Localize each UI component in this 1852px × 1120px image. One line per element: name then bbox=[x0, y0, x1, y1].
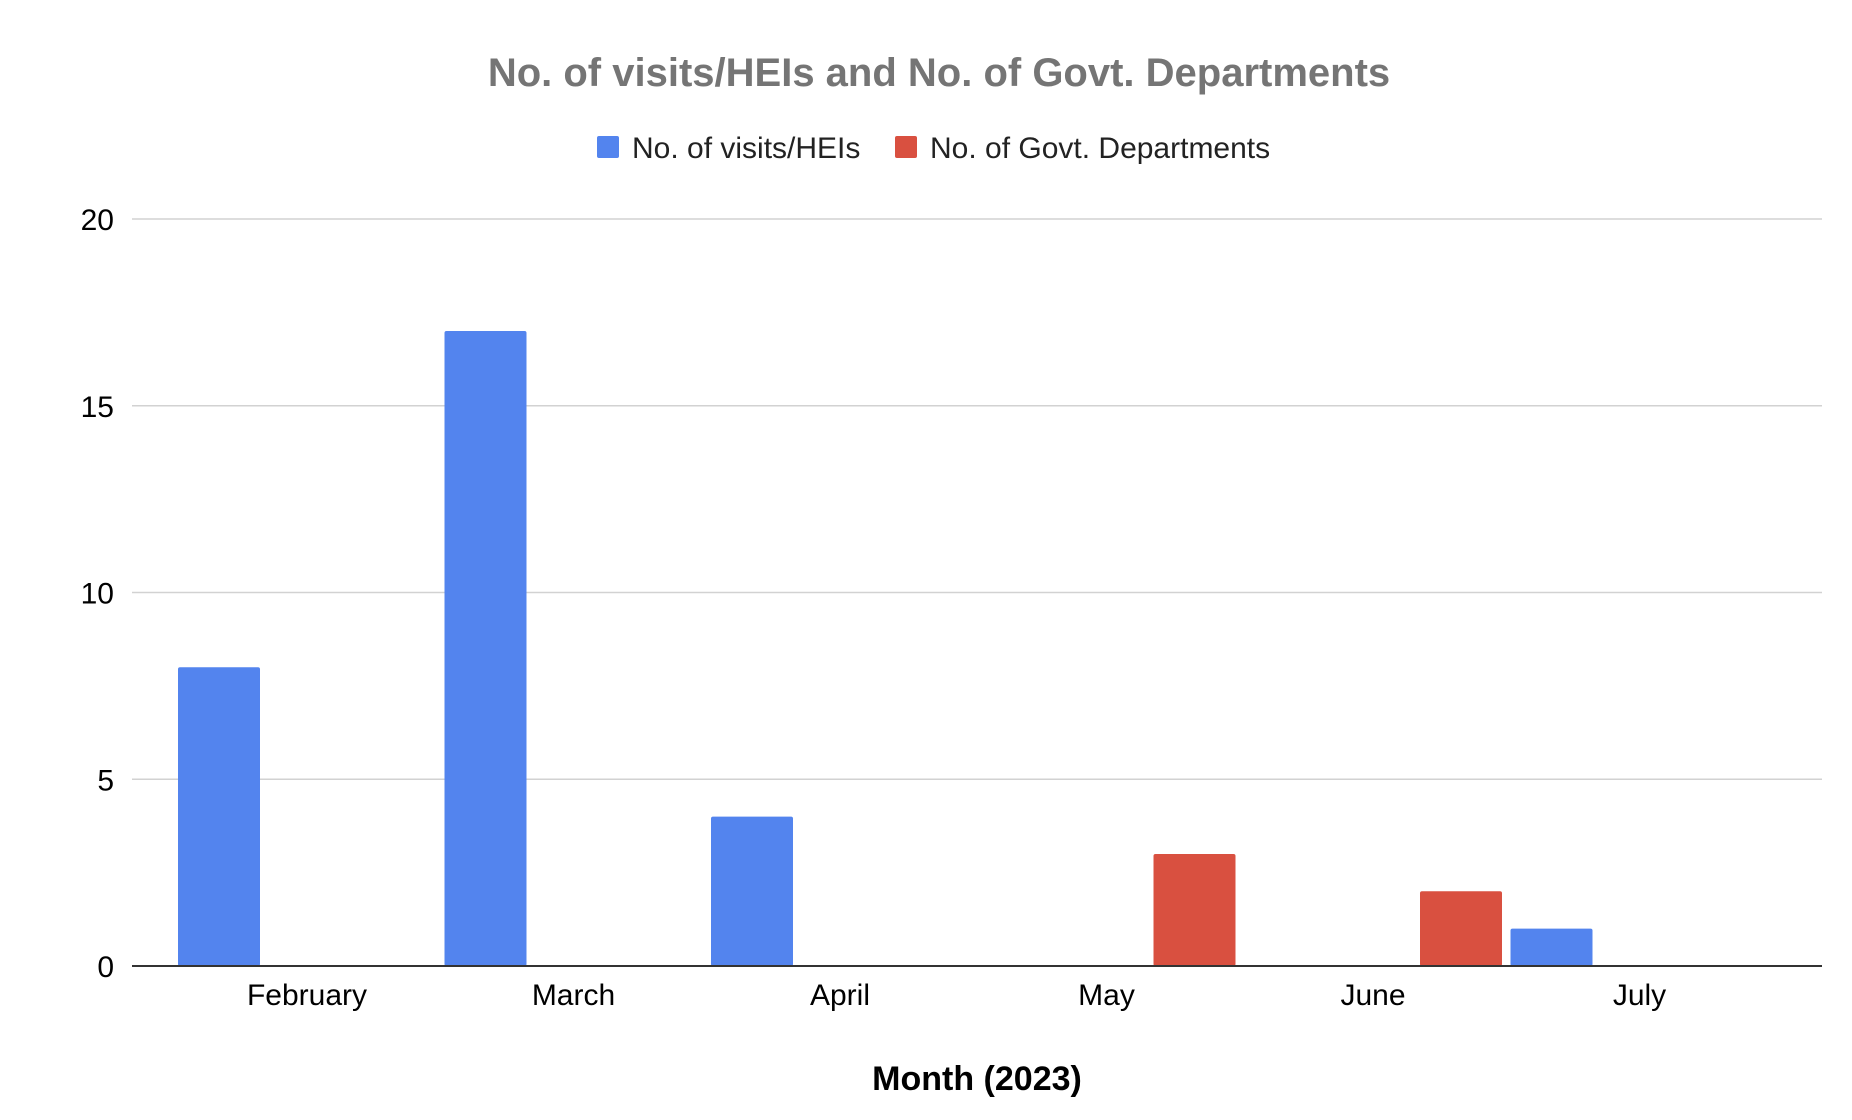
y-tick-label: 15 bbox=[81, 391, 114, 424]
x-tick-label-may: May bbox=[1078, 979, 1135, 1012]
bars bbox=[178, 331, 1593, 966]
legend-item-visits[interactable]: No. of visits/HEIs bbox=[597, 132, 860, 165]
y-tick-label: 0 bbox=[97, 951, 114, 984]
x-tick-label-july: July bbox=[1613, 979, 1666, 1012]
legend-swatch-visits bbox=[597, 136, 619, 158]
bar-may-govt-departments[interactable] bbox=[1153, 853, 1236, 966]
legend: No. of visits/HEIs No. of Govt. Departme… bbox=[597, 132, 1270, 165]
legend-label-visits: No. of visits/HEIs bbox=[632, 132, 860, 165]
bar-july-visits[interactable] bbox=[1510, 928, 1593, 966]
x-axis-title: Month (2023) bbox=[872, 1060, 1082, 1098]
legend-item-govt-departments[interactable]: No. of Govt. Departments bbox=[895, 132, 1270, 165]
y-tick-label: 10 bbox=[81, 578, 114, 611]
y-tick-label: 20 bbox=[81, 204, 114, 237]
bar-february-visits[interactable] bbox=[178, 667, 260, 966]
bar-april-visits[interactable] bbox=[711, 816, 793, 966]
gridlines bbox=[132, 218, 1822, 780]
bar-march-visits[interactable] bbox=[444, 331, 527, 966]
y-axis: 0 5 10 15 20 bbox=[81, 204, 114, 984]
x-tick-label-june: June bbox=[1340, 979, 1405, 1012]
x-axis: February March April May June July bbox=[247, 979, 1666, 1012]
x-tick-label-february: February bbox=[247, 979, 367, 1012]
legend-swatch-govt-departments bbox=[895, 136, 917, 158]
x-tick-label-april: April bbox=[810, 979, 870, 1012]
y-tick-label: 5 bbox=[97, 764, 114, 797]
chart-title: No. of visits/HEIs and No. of Govt. Depa… bbox=[488, 51, 1390, 95]
legend-label-govt-departments: No. of Govt. Departments bbox=[930, 132, 1270, 165]
x-tick-label-march: March bbox=[532, 979, 615, 1012]
bar-june-govt-departments[interactable] bbox=[1420, 891, 1502, 966]
